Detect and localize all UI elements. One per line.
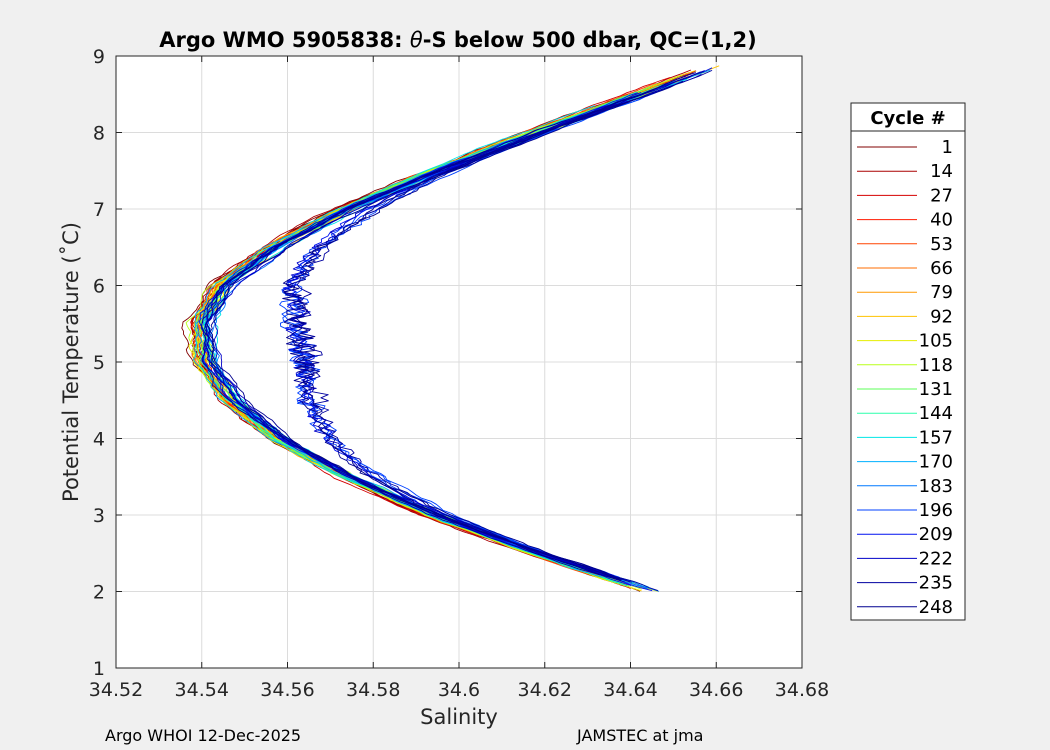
legend-label-79: 79	[930, 282, 953, 303]
legend: Cycle # 1 14 27 40 53 66 79 92 105 118 131 144 157 17…	[850, 102, 966, 621]
profile-line-cycle-235	[292, 69, 713, 592]
y-tick-label: 3	[93, 505, 105, 527]
legend-label-131: 131	[919, 379, 953, 400]
x-tick-label: 34.68	[775, 679, 829, 701]
y-tick-label: 2	[93, 582, 105, 604]
legend-label-14: 14	[930, 161, 953, 182]
legend-label-53: 53	[930, 234, 953, 255]
chart-title: Argo WMO 5905838: θ-S below 500 dbar, QC…	[159, 28, 756, 52]
y-tick-label: 7	[93, 199, 105, 221]
y-axis-label: Potential Temperature (˚C)	[59, 222, 83, 502]
legend-title: Cycle #	[870, 108, 945, 129]
legend-label-157: 157	[919, 427, 953, 448]
x-tick-label: 34.58	[346, 679, 400, 701]
x-tick-label: 34.52	[89, 679, 143, 701]
profile-line-cycle-118	[185, 74, 683, 584]
profile-line-cycle-248	[283, 101, 630, 574]
x-axis-label: Salinity	[420, 705, 498, 729]
x-axis: 34.52 34.54 34.56 34.58 34.6 34.62 34.64 34.66 3…	[89, 56, 829, 701]
x-tick-label: 34.56	[260, 679, 314, 701]
legend-label-144: 144	[919, 403, 953, 424]
x-tick-label: 34.54	[175, 679, 229, 701]
profile-line-cycle-1	[181, 110, 641, 592]
y-tick-label: 9	[93, 46, 105, 68]
legend-label-235: 235	[919, 573, 953, 594]
footer-right: JAMSTEC at jma	[576, 726, 703, 745]
legend-label-1: 1	[942, 137, 953, 158]
legend-label-222: 222	[919, 548, 953, 569]
profile-line-cycle-248	[209, 98, 637, 574]
legend-label-27: 27	[930, 185, 953, 206]
legend-label-40: 40	[930, 210, 953, 231]
y-tick-label: 6	[93, 276, 105, 298]
x-tick-label: 34.66	[689, 679, 743, 701]
y-tick-label: 1	[93, 658, 105, 680]
y-tick-label: 8	[93, 123, 105, 145]
legend-label-92: 92	[930, 306, 953, 327]
legend-label-248: 248	[919, 597, 953, 618]
y-tick-label: 5	[93, 352, 105, 374]
legend-label-170: 170	[919, 452, 953, 473]
x-tick-label: 34.6	[438, 679, 480, 701]
x-tick-label: 34.62	[518, 679, 572, 701]
series-layer	[181, 65, 720, 592]
legend-label-183: 183	[919, 476, 953, 497]
legend-label-105: 105	[919, 331, 953, 352]
legend-label-118: 118	[919, 355, 953, 376]
footer-left: Argo WHOI 12-Dec-2025	[105, 726, 301, 745]
y-axis: 1 2 3 4 5 6 7 8 9	[93, 46, 802, 680]
profile-line-cycle-248	[206, 72, 696, 581]
legend-label-196: 196	[919, 500, 953, 521]
legend-label-209: 209	[919, 524, 953, 545]
y-tick-label: 4	[93, 429, 105, 451]
x-tick-label: 34.64	[603, 679, 657, 701]
grid	[116, 56, 802, 668]
legend-label-66: 66	[930, 258, 953, 279]
series-group-248	[206, 72, 696, 581]
profile-line-cycle-248	[282, 80, 684, 581]
